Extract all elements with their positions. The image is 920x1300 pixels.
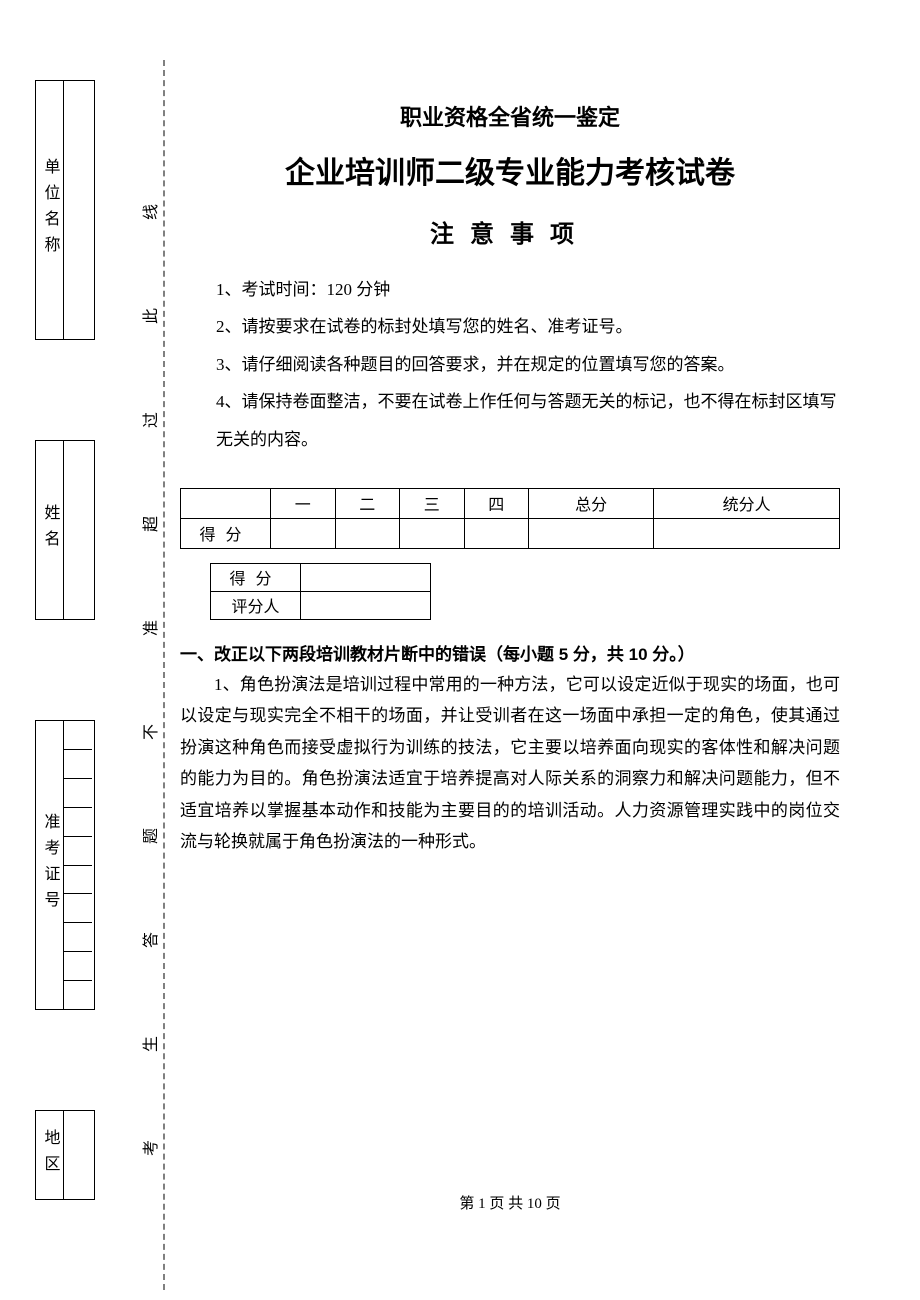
score-cell[interactable] bbox=[335, 518, 400, 548]
form-box-name: 姓名 bbox=[35, 440, 95, 620]
score-col: 二 bbox=[335, 488, 400, 518]
cut-char: 过 bbox=[137, 405, 161, 435]
form-box-region: 地区 bbox=[35, 1110, 95, 1200]
table-row: 一 二 三 四 总分 统分人 bbox=[181, 488, 840, 518]
cut-char: 不 bbox=[137, 717, 161, 747]
score-row-label: 得分 bbox=[181, 518, 271, 548]
score-cell[interactable] bbox=[464, 518, 529, 548]
score-col: 统分人 bbox=[654, 488, 840, 518]
section-grader-value[interactable] bbox=[301, 591, 431, 619]
cut-char: 超 bbox=[137, 509, 161, 539]
table-row: 评分人 bbox=[211, 591, 431, 619]
notice-item: 4、请保持卷面整洁，不要在试卷上作任何与答题无关的标记，也不得在标封区填写无关的… bbox=[216, 383, 840, 458]
cut-char: 题 bbox=[137, 821, 161, 851]
cut-line-label: 线 此 过 超 准 不 题 答 生 考 bbox=[134, 60, 164, 1240]
section-grader-label: 评分人 bbox=[211, 591, 301, 619]
notice-item: 1、考试时间：120 分钟 bbox=[216, 271, 840, 308]
binding-column: 单位名称 姓名 准考证号 地区 bbox=[35, 80, 95, 1260]
score-cell[interactable] bbox=[529, 518, 654, 548]
region-label: 地区 bbox=[36, 1111, 64, 1199]
ticket-label: 准考证号 bbox=[36, 721, 64, 1009]
score-col: 四 bbox=[464, 488, 529, 518]
score-cell[interactable] bbox=[271, 518, 336, 548]
notice-heading: 注意事项 bbox=[180, 214, 840, 249]
name-label: 姓名 bbox=[36, 441, 64, 619]
score-table-blank bbox=[181, 488, 271, 518]
region-input[interactable] bbox=[64, 1111, 92, 1199]
ticket-input[interactable] bbox=[64, 721, 92, 1009]
section-1-heading: 一、改正以下两段培训教材片断中的错误（每小题 5 分，共 10 分。） bbox=[180, 640, 840, 665]
score-col: 三 bbox=[400, 488, 465, 518]
score-col: 总分 bbox=[529, 488, 654, 518]
supertitle: 职业资格全省统一鉴定 bbox=[180, 100, 840, 132]
form-box-unit: 单位名称 bbox=[35, 80, 95, 340]
cut-char: 生 bbox=[137, 1029, 161, 1059]
cut-char: 此 bbox=[137, 301, 161, 331]
score-cell[interactable] bbox=[400, 518, 465, 548]
page-footer: 第 1 页 共 10 页 bbox=[180, 1192, 840, 1213]
cut-char: 线 bbox=[137, 197, 161, 227]
question-1-text: 1、角色扮演法是培训过程中常用的一种方法，它可以设定近似于现实的场面，也可以设定… bbox=[180, 669, 840, 858]
cut-char: 考 bbox=[137, 1133, 161, 1163]
main-content: 职业资格全省统一鉴定 企业培训师二级专业能力考核试卷 注意事项 1、考试时间：1… bbox=[180, 100, 840, 858]
question-1-body: 1、角色扮演法是培训过程中常用的一种方法，它可以设定近似于现实的场面，也可以设定… bbox=[180, 669, 840, 858]
section-score-value[interactable] bbox=[301, 563, 431, 591]
section-score-box: 得分 评分人 bbox=[210, 563, 431, 620]
score-table: 一 二 三 四 总分 统分人 得分 bbox=[180, 488, 840, 549]
notice-item: 2、请按要求在试卷的标封处填写您的姓名、准考证号。 bbox=[216, 308, 840, 345]
notice-list: 1、考试时间：120 分钟 2、请按要求在试卷的标封处填写您的姓名、准考证号。 … bbox=[180, 271, 840, 458]
cut-char: 准 bbox=[137, 613, 161, 643]
score-col: 一 bbox=[271, 488, 336, 518]
page-title: 企业培训师二级专业能力考核试卷 bbox=[180, 148, 840, 192]
notice-item: 3、请仔细阅读各种题目的回答要求，并在规定的位置填写您的答案。 bbox=[216, 346, 840, 383]
unit-label: 单位名称 bbox=[36, 81, 64, 339]
cut-char: 答 bbox=[137, 925, 161, 955]
score-cell[interactable] bbox=[654, 518, 840, 548]
unit-input[interactable] bbox=[64, 81, 92, 339]
table-row: 得分 bbox=[211, 563, 431, 591]
table-row: 得分 bbox=[181, 518, 840, 548]
form-box-ticket: 准考证号 bbox=[35, 720, 95, 1010]
section-score-label: 得分 bbox=[211, 563, 301, 591]
name-input[interactable] bbox=[64, 441, 92, 619]
